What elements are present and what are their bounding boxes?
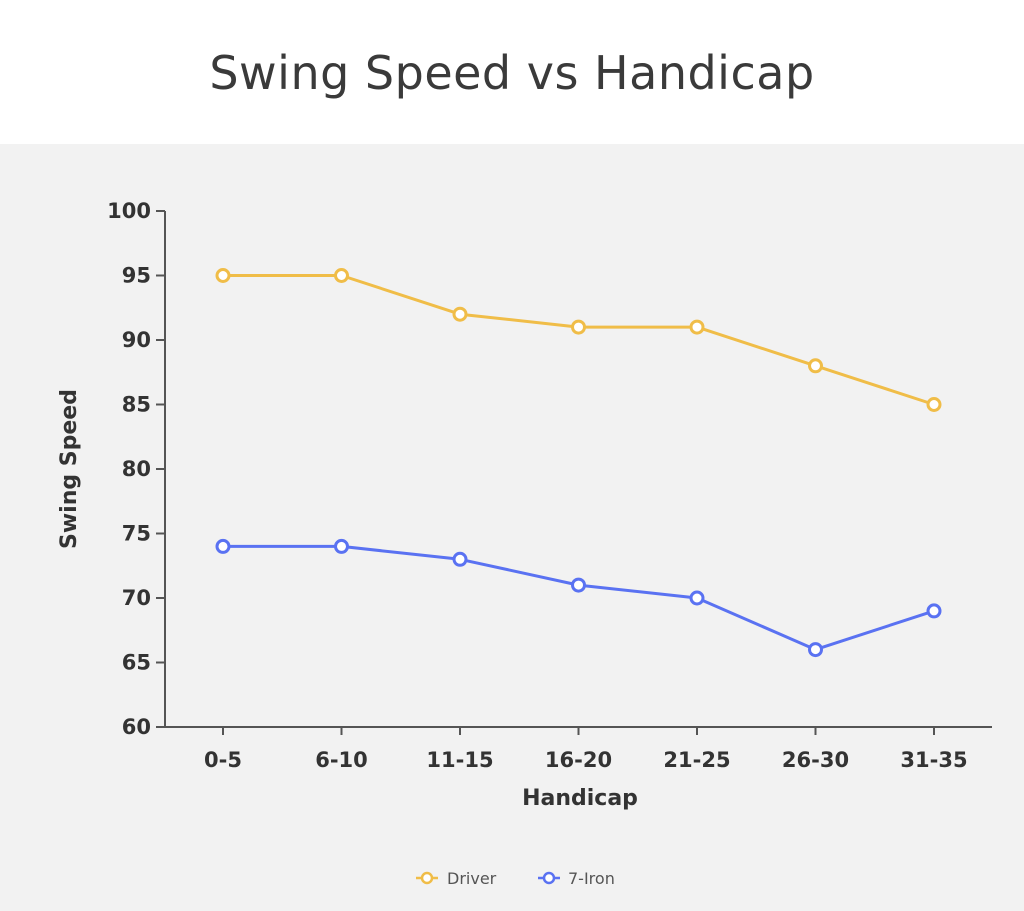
x-tick-label: 16-20 — [545, 748, 612, 772]
title-bar: Swing Speed vs Handicap — [0, 0, 1024, 144]
data-point — [571, 577, 586, 593]
plot-panel — [0, 144, 1024, 911]
y-tick-label: 90 — [122, 328, 151, 352]
series-line — [223, 274, 935, 406]
legend-label: Driver — [447, 869, 497, 888]
data-point — [689, 319, 705, 335]
x-tick-label: 26-30 — [782, 748, 849, 772]
legend-item-driver: Driver — [416, 869, 497, 888]
y-tick-label: 65 — [122, 651, 151, 675]
y-tick-label: 95 — [122, 264, 151, 288]
series-7-iron — [215, 538, 942, 658]
data-point — [808, 642, 823, 658]
y-axis-title: Swing Speed — [57, 389, 82, 549]
chart-title: Swing Speed vs Handicap — [209, 46, 815, 100]
legend-item-7-iron: 7-Iron — [538, 869, 615, 888]
data-point — [571, 319, 586, 335]
data-point — [334, 268, 349, 283]
data-point — [926, 397, 942, 412]
series-driver — [215, 268, 942, 412]
y-tick-label: 75 — [122, 522, 151, 546]
y-tick-label: 100 — [107, 199, 151, 223]
series-line — [223, 544, 935, 652]
y-tick-label: 70 — [122, 586, 151, 610]
data-point — [215, 538, 231, 554]
data-point — [215, 268, 231, 283]
legend-marker — [542, 871, 556, 885]
y-tick-label: 85 — [122, 393, 151, 417]
x-axis-title: Handicap — [522, 786, 638, 811]
data-point — [689, 590, 705, 606]
data-point — [808, 358, 823, 374]
y-tick-label: 60 — [122, 715, 151, 739]
y-tick-label: 80 — [122, 457, 151, 481]
data-point — [452, 306, 468, 322]
x-tick-label: 0-5 — [204, 748, 242, 772]
data-point — [334, 538, 349, 554]
x-tick-label: 6-10 — [315, 748, 368, 772]
x-tick-label: 11-15 — [426, 748, 493, 772]
data-point — [452, 551, 468, 567]
x-tick-label: 31-35 — [900, 748, 967, 772]
x-tick-label: 21-25 — [663, 748, 730, 772]
legend-marker — [420, 871, 434, 885]
data-point — [926, 603, 942, 619]
legend-label: 7-Iron — [568, 869, 615, 888]
